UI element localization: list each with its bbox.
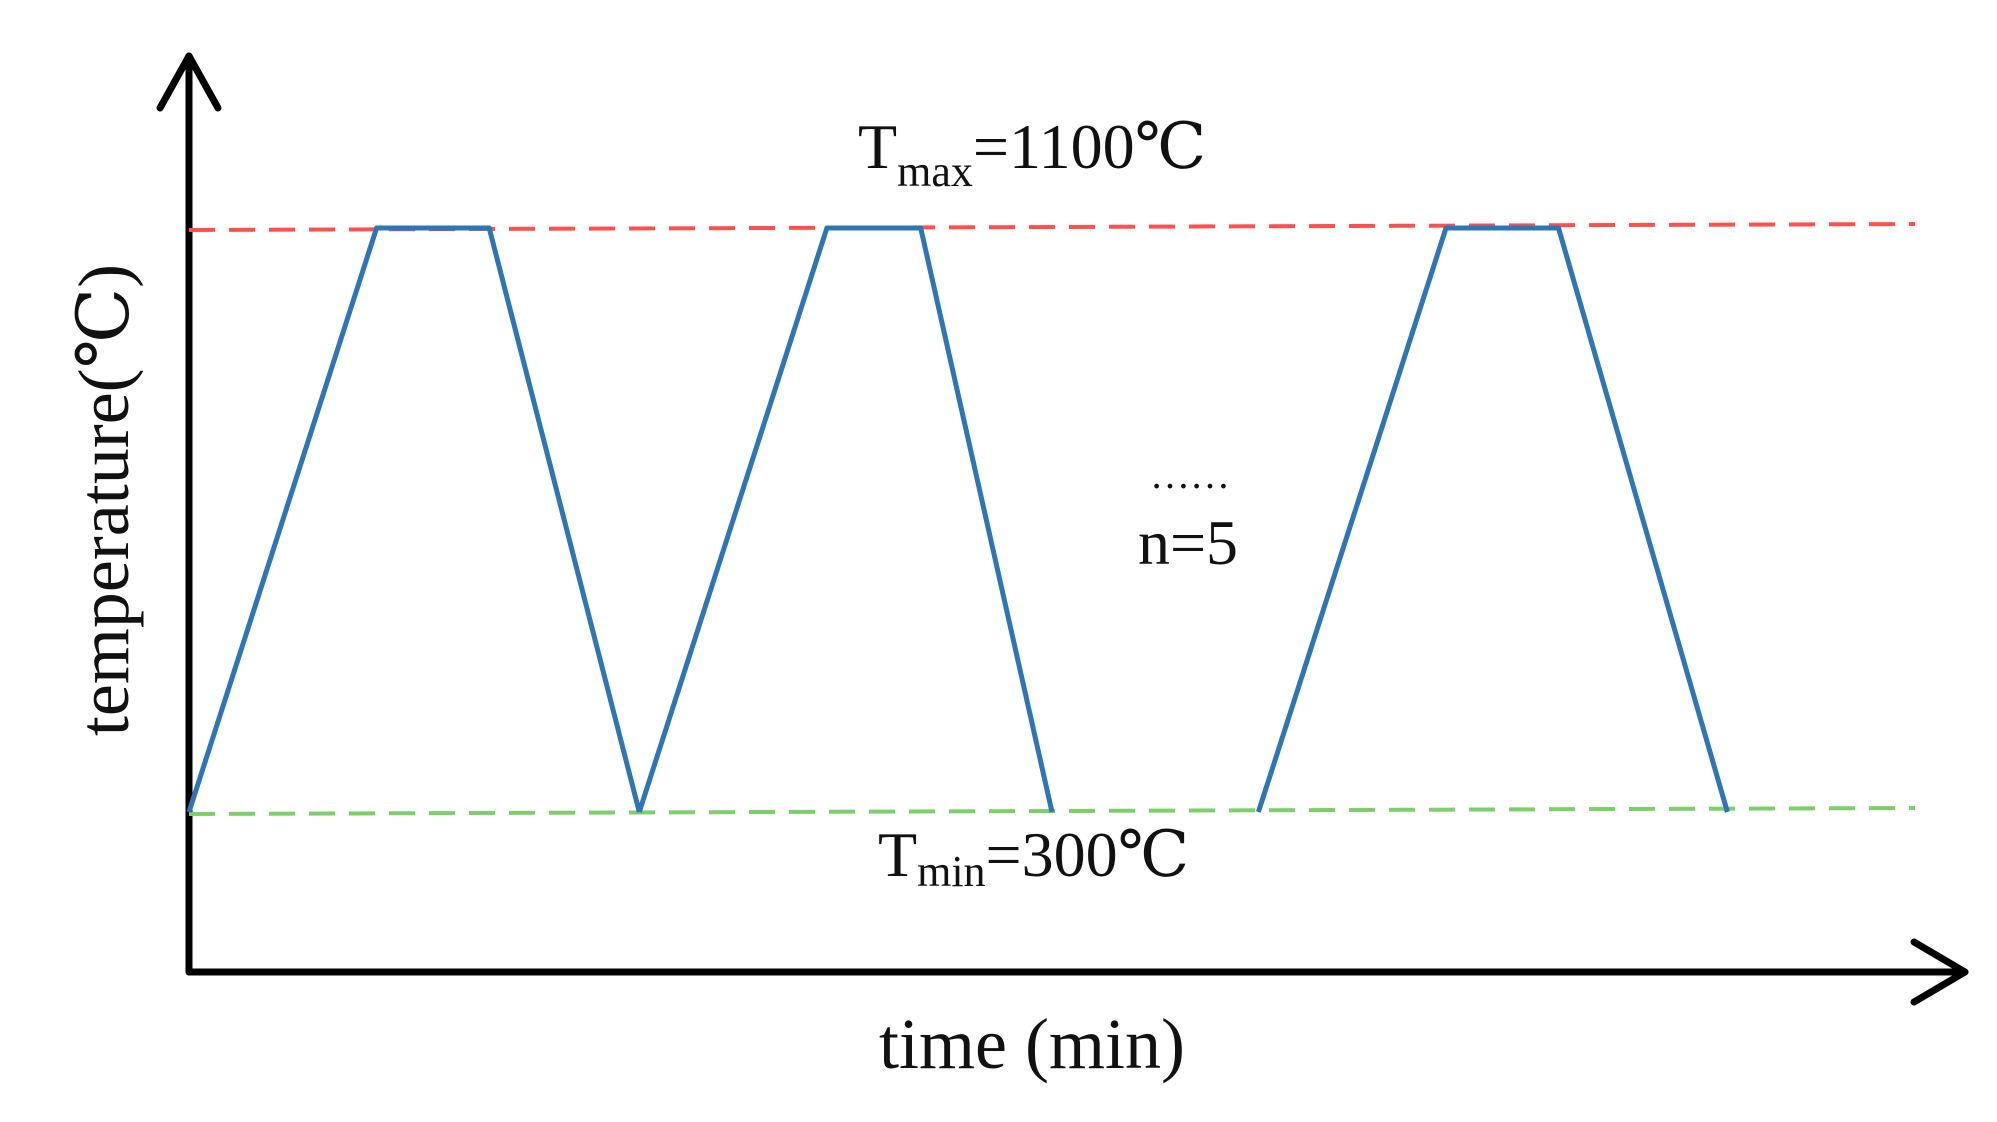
x-axis-label: time (min) <box>879 1004 1185 1084</box>
tmin-annotation: Tmin=300℃ <box>878 819 1189 896</box>
tmin-value: =300℃ <box>986 819 1190 890</box>
series-layer <box>186 225 1730 813</box>
tmin-subscript: min <box>917 847 985 896</box>
axes <box>156 52 1969 1006</box>
cycle-line-2 <box>636 225 1055 813</box>
x-axis-arrowhead <box>1910 938 1969 1006</box>
tmax-annotation: Tmax=1100℃ <box>858 111 1206 196</box>
cycle-line-1 <box>186 225 642 813</box>
cycle-line-3 <box>1256 225 1730 813</box>
tmax-value: =1100℃ <box>973 111 1206 182</box>
y-axis-arrowhead <box>156 52 222 112</box>
ellipsis-annotation: …… <box>1150 452 1230 497</box>
tmax-subscript: max <box>897 147 973 196</box>
reference-lines <box>188 222 1916 816</box>
y-axis-label: temperature(℃) <box>64 264 144 736</box>
tmin-symbol: T <box>878 819 917 890</box>
cycle-count-annotation: n=5 <box>1138 507 1238 578</box>
tmax-symbol: T <box>858 111 897 182</box>
